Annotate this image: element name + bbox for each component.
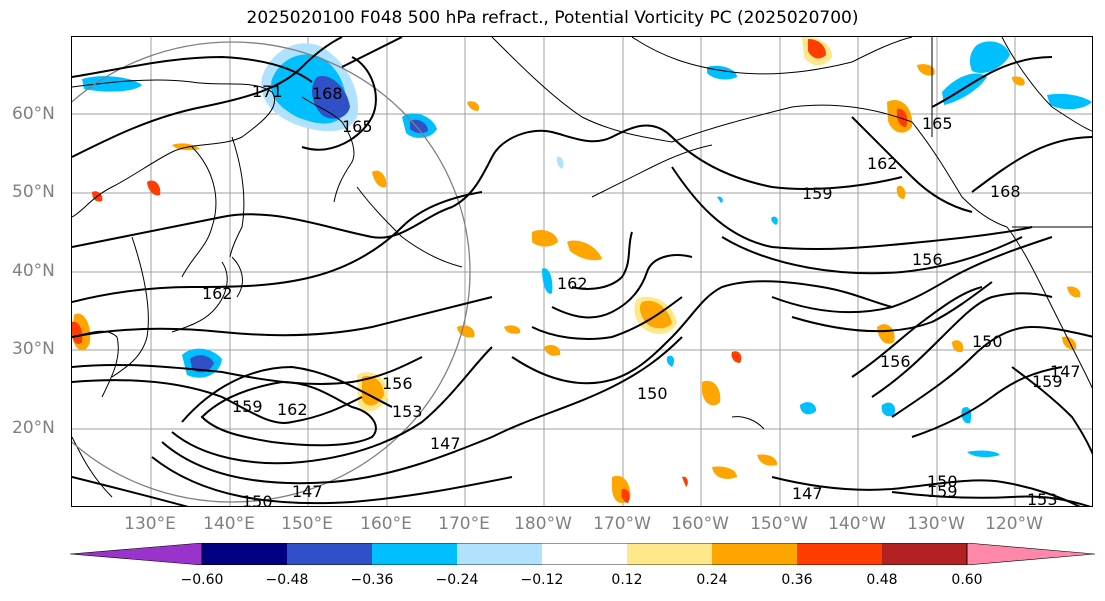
lat-label-40n: 40°N <box>12 261 55 281</box>
contour-label: 150 <box>972 332 1003 351</box>
lon-label-130w: 130°W <box>907 514 965 534</box>
contour-label: 159 <box>802 184 833 203</box>
colorbar-segment <box>966 543 1096 565</box>
lon-label-150w: 150°W <box>750 514 808 534</box>
colorbar-segment <box>712 543 797 565</box>
lat-label-60n: 60°N <box>12 104 55 124</box>
lon-label-120w: 120°W <box>985 514 1043 534</box>
lon-label-160w: 160°W <box>671 514 729 534</box>
lat-label-30n: 30°N <box>12 339 55 359</box>
colorbar-tick: 0.24 <box>696 572 728 588</box>
contour-label: 150 <box>637 384 668 403</box>
contour-label: 162 <box>277 400 308 419</box>
colorbar-tick: 0.48 <box>866 572 898 588</box>
lon-label-140e: 140°E <box>203 514 255 534</box>
colorbar-tick: 0.12 <box>611 572 643 588</box>
map-panel: 171 168 165 162 159 162 159 156 156 162 … <box>71 36 1093 507</box>
contour-label: 156 <box>912 250 943 269</box>
contour-label: 162 <box>202 284 233 303</box>
contour-label: 156 <box>880 352 911 371</box>
coastlines <box>72 37 1092 498</box>
contour-label: 159 <box>1032 372 1063 391</box>
colorbar <box>70 543 1096 565</box>
contour-label: 168 <box>312 84 343 103</box>
colorbar-segment <box>627 543 712 565</box>
map-title: 2025020100 F048 500 hPa refract., Potent… <box>246 8 859 28</box>
colorbar-segment <box>287 543 372 565</box>
contour-label: 156 <box>382 374 413 393</box>
contour-label: 165 <box>922 114 953 133</box>
contour-label: 162 <box>557 274 588 293</box>
lon-label-170e: 170°E <box>438 514 490 534</box>
lat-label-50n: 50°N <box>12 182 55 202</box>
colorbar-tick: −0.24 <box>435 572 479 588</box>
contour-label: 162 <box>867 154 898 173</box>
lon-label-160e: 160°E <box>360 514 412 534</box>
contour-label: 153 <box>392 402 423 421</box>
colorbar-segment <box>70 543 203 565</box>
lon-label-130e: 130°E <box>124 514 176 534</box>
contour-label: 165 <box>342 117 373 136</box>
contour-label: 147 <box>430 434 461 453</box>
colorbar-tick: 0.60 <box>951 572 983 588</box>
contour-label: 168 <box>990 182 1021 201</box>
colorbar-tick: −0.36 <box>350 572 394 588</box>
colorbar-segment <box>542 543 627 565</box>
colorbar-tick: −0.12 <box>520 572 564 588</box>
lat-label-20n: 20°N <box>12 418 55 438</box>
positive-pv-patches <box>72 37 1081 503</box>
colorbar-segment <box>882 543 967 565</box>
map-canvas: 171 168 165 162 159 162 159 156 156 162 … <box>72 37 1092 507</box>
contour-label: 159 <box>927 482 958 501</box>
contour-label: 153 <box>1027 490 1058 507</box>
colorbar-segment <box>202 543 287 565</box>
negative-pv-patches <box>82 41 1092 458</box>
contour-label: 159 <box>232 397 263 416</box>
contour-label: 147 <box>1050 362 1081 381</box>
contour-label-group: 171 168 165 162 159 162 159 156 156 162 … <box>202 82 1081 507</box>
lon-label-140w: 140°W <box>828 514 886 534</box>
lon-label-150e: 150°E <box>281 514 333 534</box>
colorbar-tick: −0.60 <box>180 572 224 588</box>
range-ring <box>72 41 471 503</box>
contour-label: 147 <box>292 482 323 501</box>
colorbar-tick: −0.48 <box>265 572 309 588</box>
contour-label: 150 <box>927 472 958 491</box>
graticule <box>72 37 1092 506</box>
contour-label: 150 <box>242 492 273 507</box>
lon-label-170w: 170°W <box>593 514 651 534</box>
contour-label: 171 <box>252 82 283 101</box>
contour-lines <box>72 37 1092 506</box>
colorbar-segment <box>797 543 882 565</box>
contour-label: 147 <box>792 484 823 503</box>
colorbar-segment <box>457 543 542 565</box>
lon-label-180w: 180°W <box>514 514 572 534</box>
colorbar-segment <box>372 543 457 565</box>
colorbar-tick: 0.36 <box>781 572 813 588</box>
